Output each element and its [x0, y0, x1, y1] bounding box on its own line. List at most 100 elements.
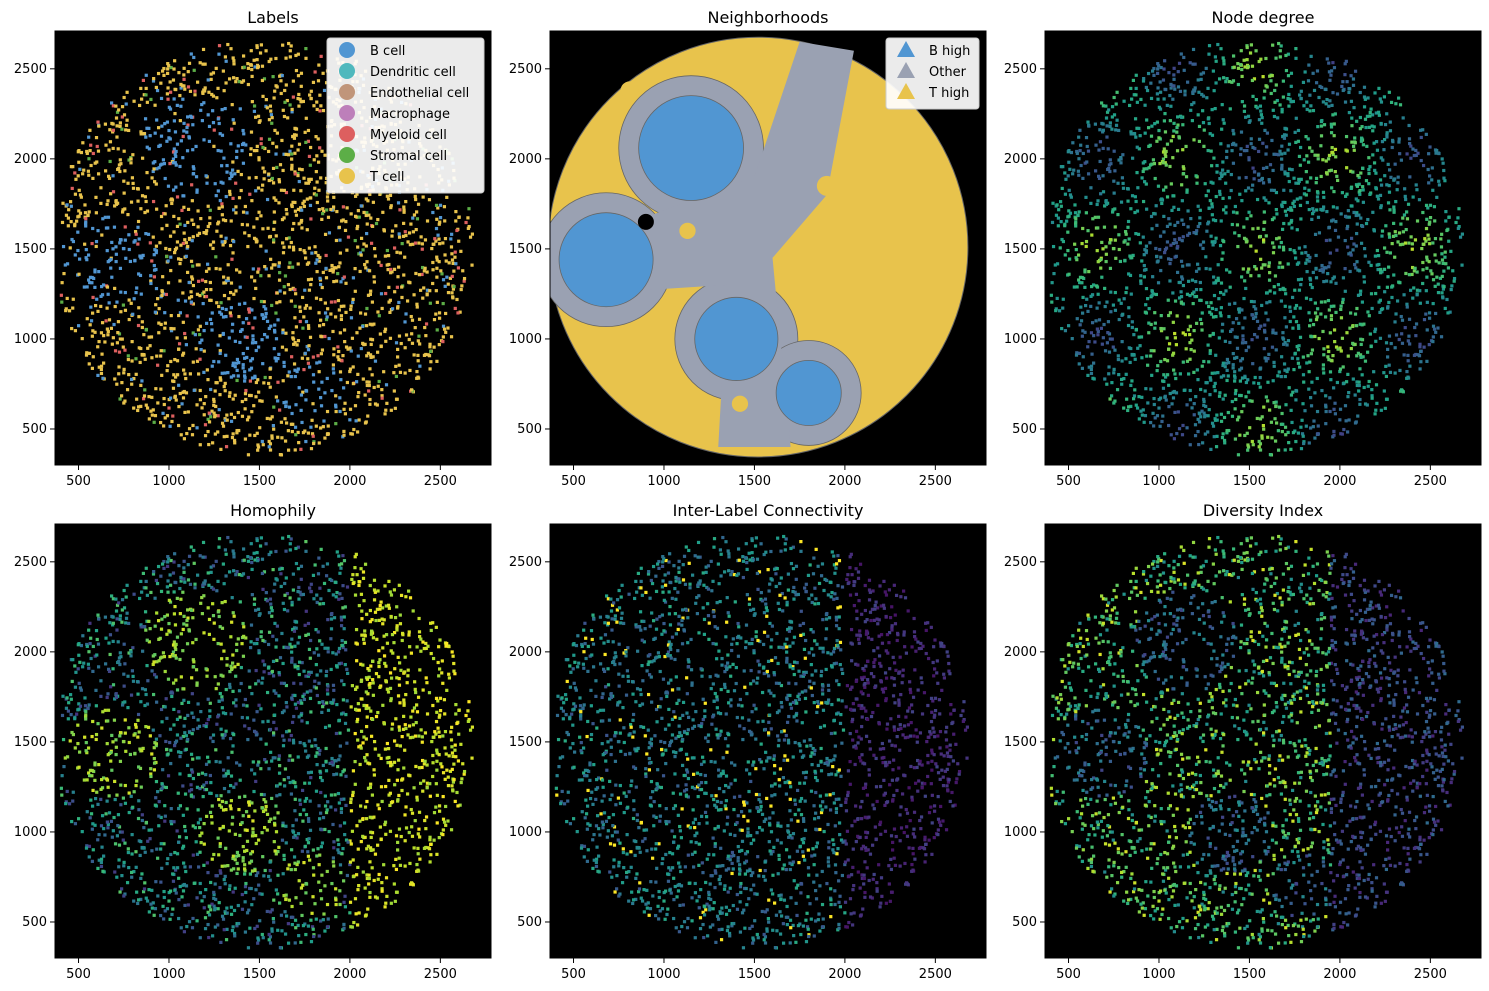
cell-point: [178, 165, 181, 168]
cell-point: [222, 275, 225, 278]
cell-point: [243, 379, 246, 382]
cell-point: [317, 311, 320, 314]
cell-point: [1225, 268, 1228, 271]
cell-point: [1330, 305, 1333, 308]
cell-point: [1135, 200, 1138, 203]
cell-point: [1209, 132, 1212, 135]
cell-point: [1296, 263, 1299, 266]
cell-point: [302, 177, 305, 180]
cell-point: [261, 440, 264, 443]
cell-point: [1306, 180, 1309, 183]
cell-point: [1247, 345, 1250, 348]
cell-point: [457, 266, 460, 269]
cell-point: [1349, 74, 1352, 77]
cell-point: [1283, 137, 1286, 140]
cell-point: [1262, 424, 1265, 427]
cell-point: [1265, 359, 1268, 362]
cell-point: [1282, 338, 1285, 341]
cell-point: [1146, 401, 1149, 404]
cell-point: [166, 92, 169, 95]
cell-point: [374, 360, 377, 363]
cell-point: [1400, 388, 1403, 391]
cell-point: [1385, 375, 1388, 378]
cell-point: [208, 222, 211, 225]
cell-point: [1239, 147, 1242, 150]
cell-point: [265, 250, 268, 253]
cell-point: [1361, 167, 1364, 170]
cell-point: [360, 347, 363, 350]
cell-point: [1199, 209, 1202, 212]
cell-point: [1176, 314, 1179, 317]
cell-point: [436, 234, 439, 237]
cell-point: [429, 302, 432, 305]
cell-point: [315, 258, 318, 261]
cell-point: [137, 272, 140, 275]
cell-point: [1192, 302, 1195, 305]
cell-point: [1270, 189, 1273, 192]
cell-point: [1237, 322, 1240, 325]
cell-point: [1270, 139, 1273, 142]
cell-point: [166, 62, 169, 65]
cell-point: [179, 83, 182, 86]
cell-point: [1437, 152, 1440, 155]
cell-point: [287, 449, 290, 452]
cell-point: [1304, 262, 1307, 265]
cell-point: [1190, 339, 1193, 342]
cell-point: [1368, 126, 1371, 129]
cell-point: [1359, 91, 1362, 94]
cell-point: [1320, 124, 1323, 127]
cell-point: [327, 424, 330, 427]
cell-point: [1292, 249, 1295, 252]
cell-point: [395, 251, 398, 254]
cell-point: [1289, 189, 1292, 192]
cell-point: [306, 197, 309, 200]
cell-point: [407, 281, 410, 284]
region-b-high: [559, 213, 653, 307]
cell-point: [1380, 204, 1383, 207]
x-tick-label: 1000: [1142, 474, 1175, 489]
cell-point: [304, 440, 307, 443]
cell-point: [292, 246, 295, 249]
cell-point: [1212, 332, 1215, 335]
cell-point: [1285, 325, 1288, 328]
cell-point: [1256, 198, 1259, 201]
cell-point: [119, 267, 122, 270]
cell-point: [1202, 240, 1205, 243]
cell-point: [273, 347, 276, 350]
cell-point: [244, 437, 247, 440]
cell-point: [288, 370, 291, 373]
cell-point: [1081, 367, 1084, 370]
cell-point: [212, 145, 215, 148]
cell-point: [1189, 61, 1192, 64]
cell-point: [341, 354, 344, 357]
cell-point: [319, 298, 322, 301]
cell-point: [446, 326, 449, 329]
cell-point: [1284, 54, 1287, 57]
cell-point: [1281, 266, 1284, 269]
cell-point: [415, 370, 418, 373]
cell-point: [449, 237, 452, 240]
cell-point: [165, 224, 168, 227]
cell-point: [257, 211, 260, 214]
cell-point: [206, 368, 209, 371]
cell-point: [1283, 288, 1286, 291]
cell-point: [1390, 285, 1393, 288]
cell-point: [162, 74, 165, 77]
cell-point: [1431, 189, 1434, 192]
cell-point: [1259, 448, 1262, 451]
cell-point: [1419, 350, 1422, 353]
cell-point: [1091, 377, 1094, 380]
cell-point: [1252, 305, 1255, 308]
cell-point: [1409, 157, 1412, 160]
cell-point: [106, 203, 109, 206]
cell-point: [89, 144, 92, 147]
cell-point: [198, 358, 201, 361]
cell-point: [242, 363, 245, 366]
cell-point: [1381, 229, 1384, 232]
cell-point: [1244, 341, 1247, 344]
cell-point: [1169, 311, 1172, 314]
cell-point: [323, 335, 326, 338]
cell-point: [402, 222, 405, 225]
cell-point: [85, 248, 88, 251]
cell-point: [1120, 302, 1123, 305]
